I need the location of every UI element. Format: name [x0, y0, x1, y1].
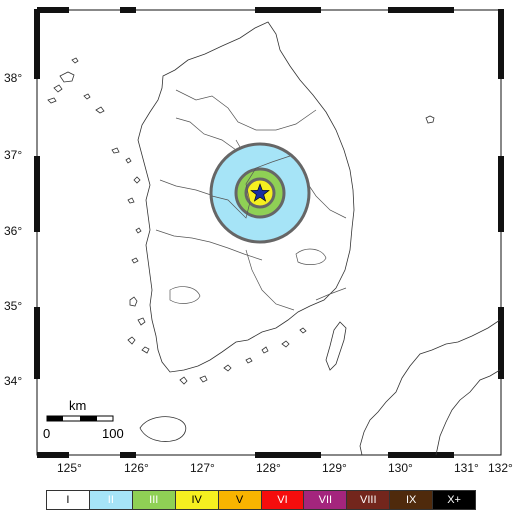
- map-frame: [36, 9, 502, 456]
- lon-tick-129: 129°: [322, 461, 347, 475]
- legend-item-iv: IV: [175, 491, 219, 509]
- legend-item-x-plus: X+: [433, 491, 476, 509]
- legend-item-iii: III: [132, 491, 176, 509]
- intensity-legend: I II III IV V VI VII VIII IX X+: [46, 490, 476, 510]
- lon-tick-130: 130°: [388, 461, 413, 475]
- legend-item-ix: IX: [390, 491, 434, 509]
- legend-item-v: V: [218, 491, 262, 509]
- lon-tick-125: 125°: [57, 461, 82, 475]
- lat-tick-37: 37°: [4, 148, 22, 162]
- lat-tick-labels: 38° 37° 36° 35° 34°: [4, 71, 22, 388]
- lat-tick-36: 36°: [4, 224, 22, 238]
- scale-bar-start: 0: [43, 426, 50, 441]
- lon-tick-131: 131°: [454, 461, 479, 475]
- coastline: [47, 21, 501, 456]
- legend-item-vii: VII: [304, 491, 348, 509]
- legend-item-vi: VI: [261, 491, 305, 509]
- star-icon: [250, 183, 270, 202]
- scale-bar: km 0 100: [43, 398, 124, 441]
- lon-tick-128: 128°: [256, 461, 281, 475]
- legend-item-ii: II: [89, 491, 133, 509]
- lon-tick-126: 126°: [124, 461, 149, 475]
- lat-tick-38: 38°: [4, 71, 22, 85]
- lon-tick-127: 127°: [190, 461, 215, 475]
- ring-overlay-border: [211, 155, 291, 219]
- province-borders: [155, 89, 347, 311]
- legend-item-i: I: [47, 491, 90, 509]
- legend-item-viii: VIII: [347, 491, 391, 509]
- lat-tick-34: 34°: [4, 374, 22, 388]
- scale-bar-unit: km: [69, 398, 86, 413]
- lon-tick-labels: 125° 126° 127° 128° 129° 130° 131° 132°: [57, 461, 513, 475]
- lon-tick-132: 132°: [488, 461, 513, 475]
- lat-tick-35: 35°: [4, 299, 22, 313]
- scale-bar-end: 100: [102, 426, 124, 441]
